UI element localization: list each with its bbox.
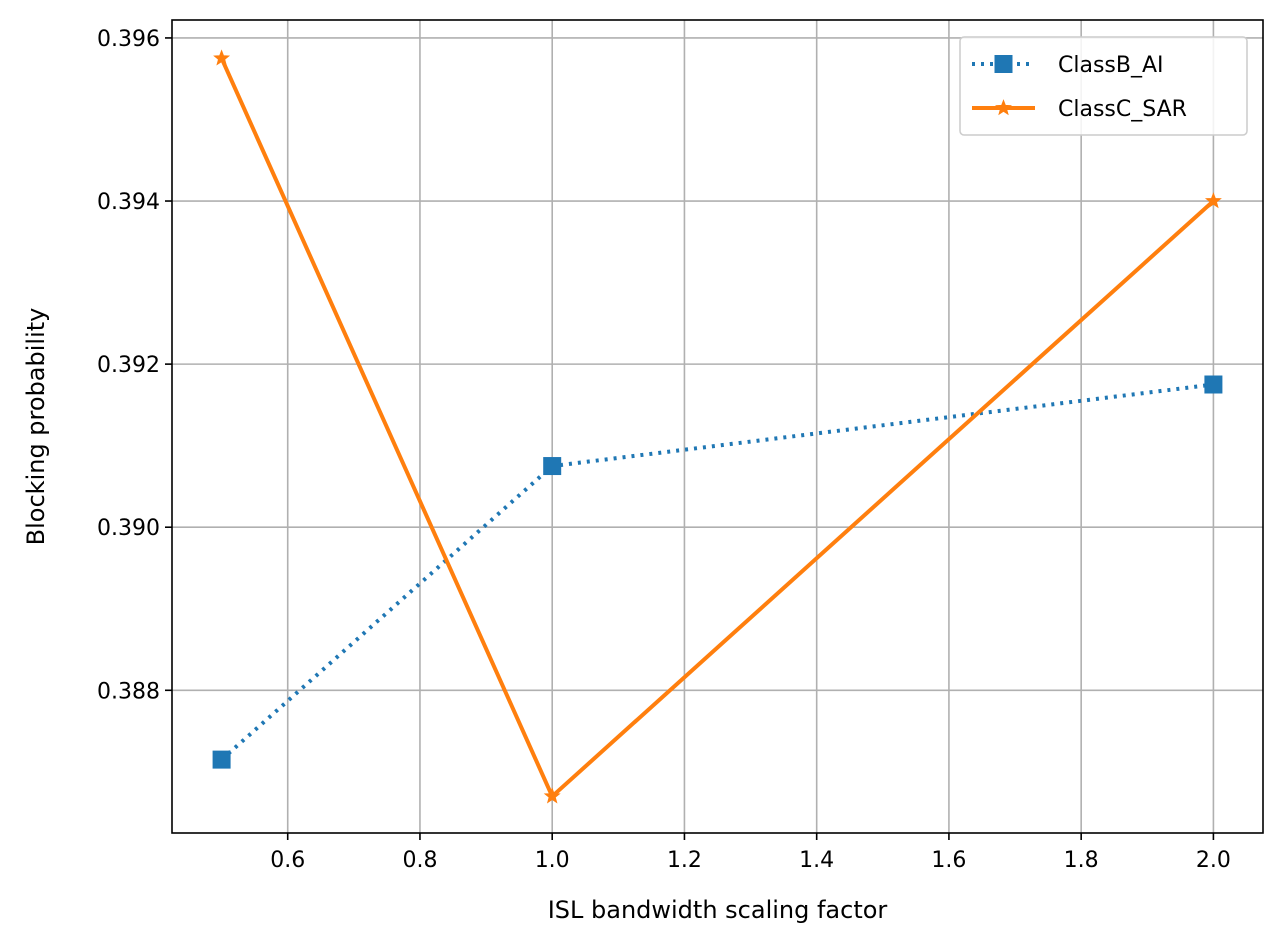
y-tick-label: 0.392 [97,353,160,378]
data-point-ClassB_AI [212,750,231,769]
data-point-ClassC_SAR [1204,192,1222,209]
y-axis-label: Blocking probability [22,308,50,546]
legend-marker-ClassB_AI [994,55,1013,73]
data-point-ClassC_SAR [543,787,561,804]
y-axis-ticks: 0.388 0.390 0.392 0.394 0.396 [97,27,172,704]
data-point-ClassB_AI [1204,375,1223,394]
x-tick-label: 1.4 [799,848,834,873]
data-point-ClassC_SAR [213,49,231,66]
x-axis-ticks: 0.6 0.8 1.0 1.2 1.4 1.6 1.8 2.0 [270,833,1231,873]
legend-label-ClassB_AI: ClassB_AI [1058,53,1164,78]
series-layer [212,49,1223,804]
y-tick-label: 0.394 [97,190,160,215]
x-tick-label: 0.6 [270,848,305,873]
legend-label-ClassC_SAR: ClassC_SAR [1058,97,1187,122]
data-point-ClassB_AI [543,457,562,476]
legend-marker-ClassC_SAR [995,99,1012,116]
y-tick-label: 0.388 [97,679,160,704]
plot-frame [171,19,1264,834]
y-tick-label: 0.390 [97,516,160,541]
legend: ClassB_AI ClassC_SAR [959,36,1248,136]
x-tick-label: 2.0 [1196,848,1231,873]
x-tick-label: 1.8 [1064,848,1099,873]
x-tick-label: 1.6 [931,848,966,873]
x-tick-label: 1.0 [535,848,570,873]
x-tick-label: 1.2 [667,848,702,873]
x-axis-label: ISL bandwidth scaling factor [548,896,888,924]
legend-box [959,36,1248,136]
x-tick-label: 0.8 [402,848,437,873]
y-tick-label: 0.396 [97,27,160,52]
